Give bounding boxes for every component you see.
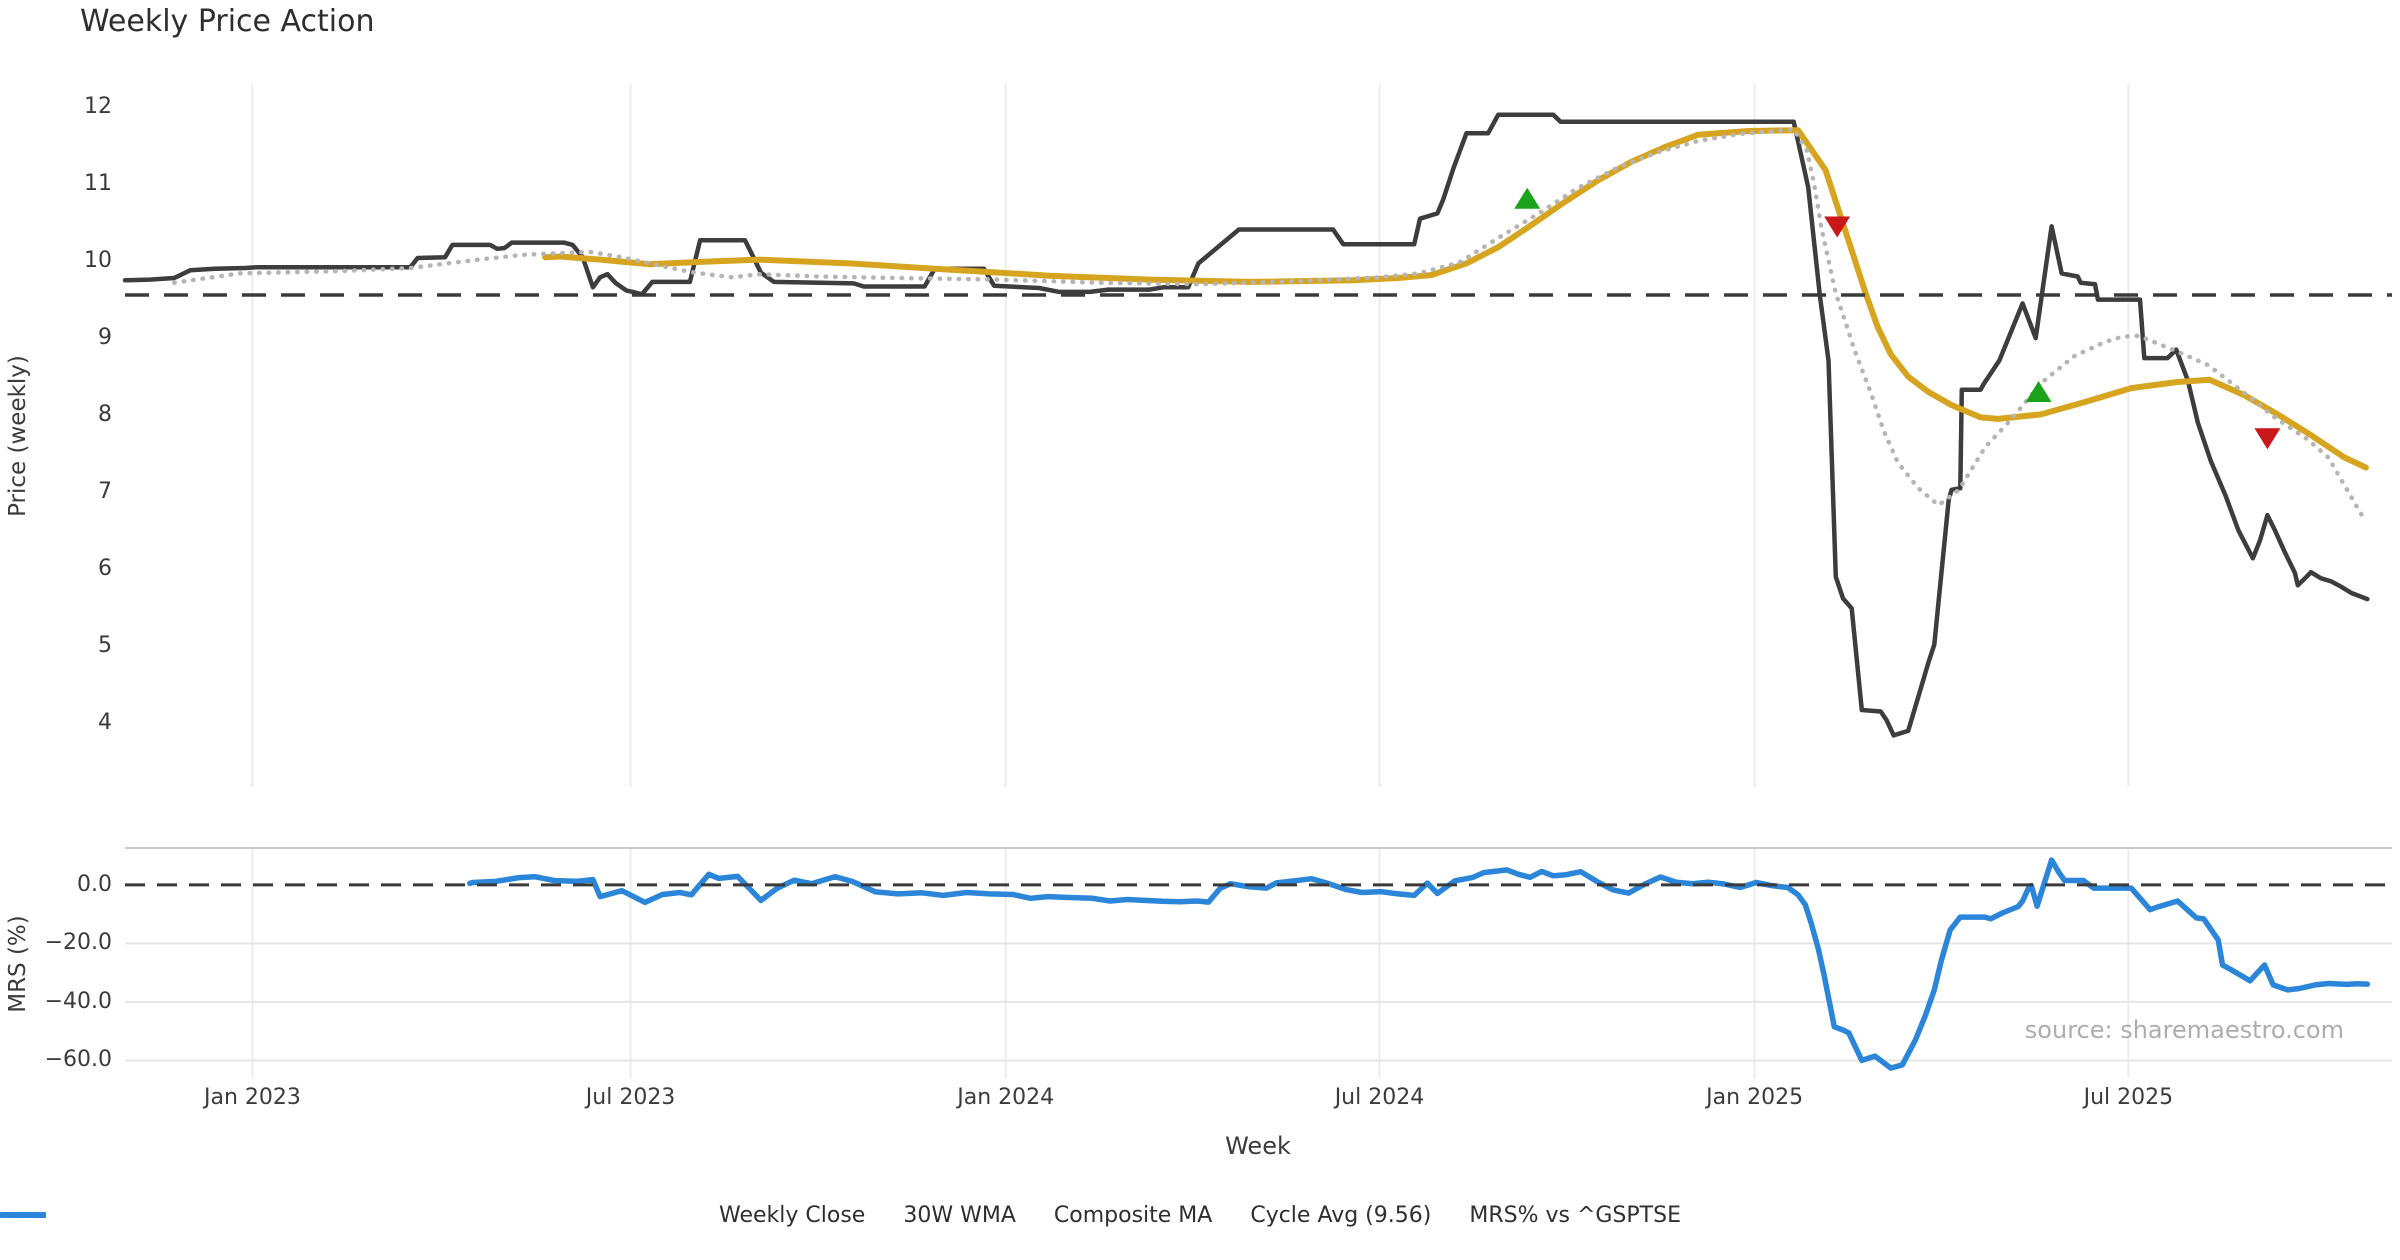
legend-swatch-solid (0, 1212, 46, 1218)
series-30w-wma (542, 127, 2369, 471)
legend-label: MRS% vs ^GSPTSE (1469, 1203, 1681, 1228)
legend-label: 30W WMA (903, 1203, 1016, 1228)
source-note: source: sharemaestro.com (2024, 1016, 2344, 1044)
legend-item: Cycle Avg (9.56) (0, 1203, 1432, 1228)
series-composite-ma (172, 127, 2367, 523)
x-tick-label: Jan 2025 (1706, 1085, 1804, 1110)
buy-signal-marker (2025, 380, 2052, 402)
legend-label: Composite MA (1053, 1203, 1213, 1228)
y-tick-label: 12 (84, 94, 112, 120)
sell-signal-marker (2254, 428, 2281, 450)
x-tick-label: Jan 2024 (957, 1085, 1055, 1110)
mrs-axis-label: MRS (%) (5, 915, 31, 1013)
y-tick-label: 8 (98, 402, 112, 428)
y-tick-label: 5 (98, 633, 112, 659)
x-tick-label: Jul 2025 (2083, 1085, 2174, 1110)
y-tick-label: 9 (98, 325, 112, 351)
legend-item: 30W WMA (0, 1203, 1016, 1228)
y-tick-label: 11 (84, 171, 112, 197)
legend-label: Weekly Close (719, 1203, 866, 1228)
x-tick-label: Jul 2023 (585, 1085, 676, 1110)
buy-signal-marker (1514, 187, 1541, 209)
y-tick-label: −60.0 (44, 1047, 112, 1073)
legend-label: Cycle Avg (9.56) (1250, 1203, 1432, 1228)
y-tick-label: −20.0 (44, 930, 112, 956)
y-tick-label: 0.0 (77, 871, 112, 897)
legend-item: Composite MA (0, 1203, 1213, 1228)
x-axis-label: Week (1225, 1132, 1291, 1160)
legend: Weekly Close 30W WMA Composite MA Cycle … (0, 1203, 2400, 1228)
chart-title: Weekly Price Action (80, 4, 375, 39)
series-mrs-vs-gsptse (467, 857, 2371, 1071)
y-tick-label: 10 (84, 248, 112, 274)
y-tick-label: −40.0 (44, 988, 112, 1014)
y-tick-label: 4 (98, 710, 112, 736)
x-tick-label: Jul 2024 (1334, 1085, 1425, 1110)
legend-item: Weekly Close (0, 1203, 866, 1228)
y-tick-label: 7 (98, 479, 112, 505)
sell-signal-marker (1824, 216, 1851, 238)
y-tick-label: 6 (98, 556, 112, 582)
series-weekly-close (122, 112, 2370, 738)
x-tick-label: Jan 2023 (204, 1085, 301, 1110)
legend-item: MRS% vs ^GSPTSE (0, 1203, 1681, 1228)
